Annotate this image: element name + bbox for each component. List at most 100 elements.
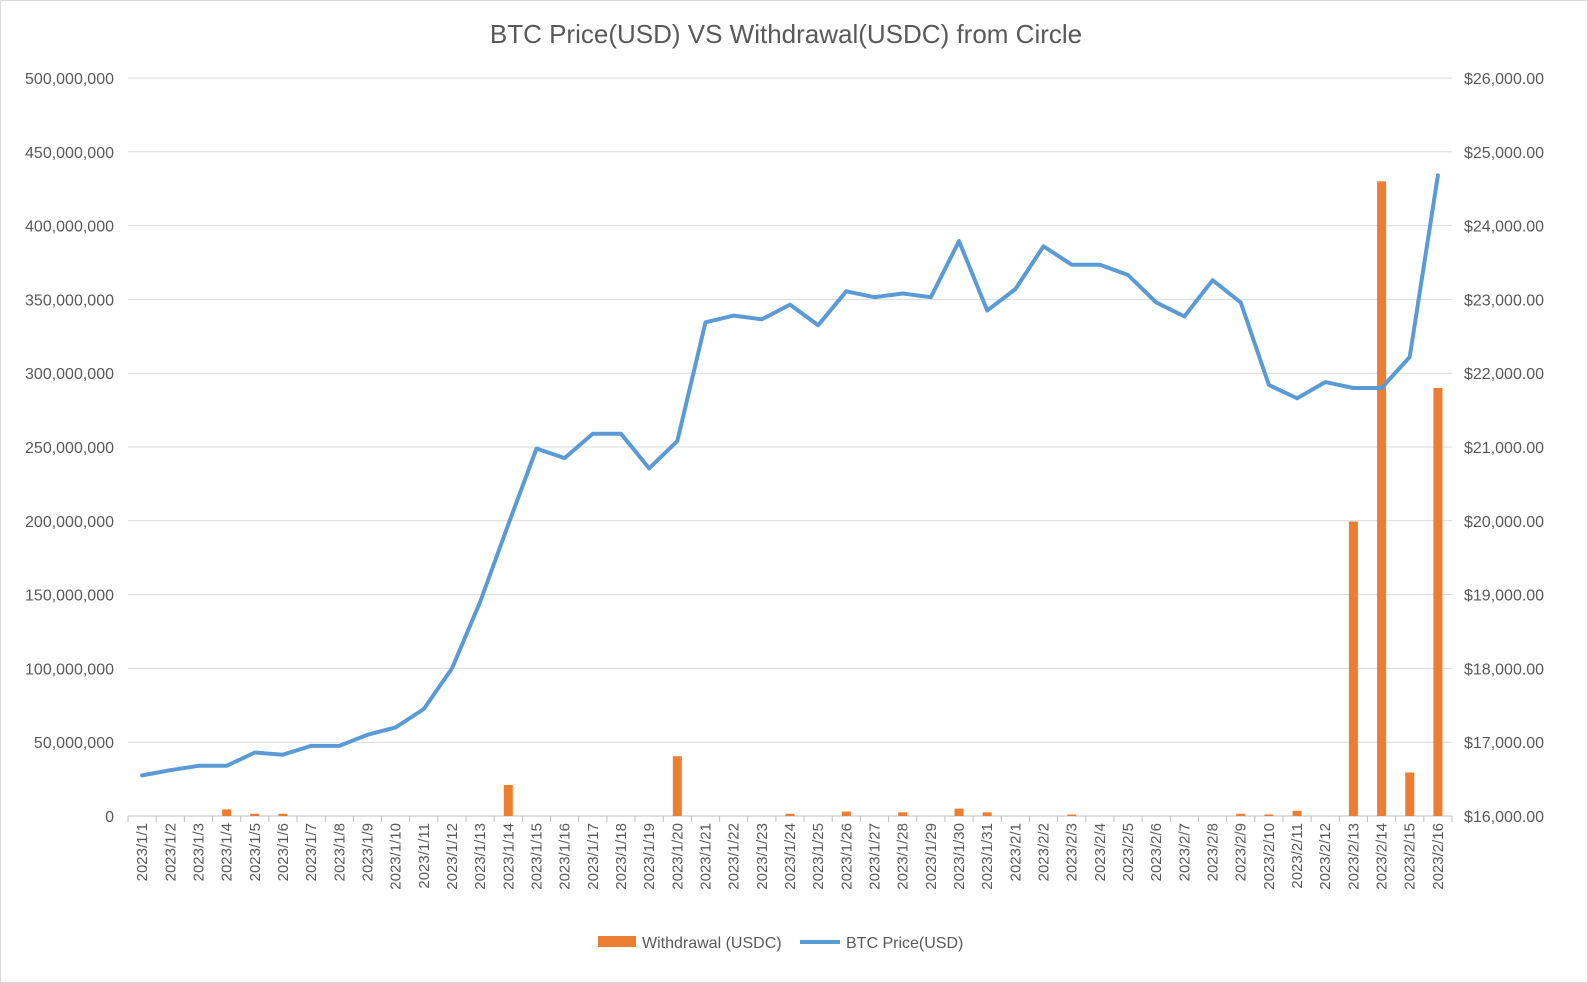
- withdrawal-bar: [898, 812, 908, 816]
- x-axis-category-label: 2023/1/11: [416, 823, 433, 889]
- withdrawal-bar: [672, 756, 682, 816]
- right-axis-tick-label: $20,000.00: [1464, 514, 1544, 531]
- x-axis-category-label: 2023/2/13: [1345, 823, 1362, 890]
- x-axis-category-labels: 2023/1/1 2023/1/2 2023/1/3 2023/1/4 2023/1/5…: [134, 823, 1447, 890]
- x-axis-category-label: 2023/1/27: [867, 823, 884, 890]
- x-axis-category-label: 2023/1/4: [219, 823, 236, 881]
- x-axis-category-label: 2023/1/16: [557, 823, 574, 890]
- withdrawal-bar: [1348, 521, 1358, 816]
- right-axis-tick-label: $21,000.00: [1464, 440, 1544, 457]
- x-axis-category-label: 2023/1/7: [303, 823, 320, 881]
- withdrawal-bar: [278, 813, 288, 816]
- x-axis-category-label: 2023/2/5: [1120, 823, 1137, 881]
- withdrawal-bar: [841, 811, 851, 816]
- x-axis-category-label: 2023/2/12: [1317, 823, 1334, 890]
- right-axis-tick-label: $23,000.00: [1464, 292, 1544, 309]
- legend-label-btc-price: BTC Price(USD): [846, 935, 963, 952]
- x-axis-category-label: 2023/1/2: [162, 823, 179, 881]
- withdrawal-bar: [503, 785, 513, 816]
- legend-swatch-withdrawal: [598, 936, 636, 947]
- x-axis-category-label: 2023/1/9: [359, 823, 376, 881]
- legend-label-withdrawal: Withdrawal (USDC): [642, 935, 782, 952]
- btc-price-line: [140, 173, 1440, 778]
- x-axis-category-label: 2023/2/3: [1064, 823, 1081, 881]
- x-axis-category-label: 2023/1/17: [585, 823, 602, 890]
- x-axis-category-label: 2023/1/18: [613, 823, 630, 890]
- withdrawal-bar: [785, 813, 795, 816]
- left-axis-tick-label: 500,000,000: [25, 71, 114, 88]
- btc-price-line-group: [140, 173, 1440, 778]
- left-axis-ticks: 0 50,000,000 100,000,000 150,000,000 200,000…: [25, 71, 114, 826]
- x-axis-category-label: 2023/1/30: [951, 823, 968, 890]
- right-axis-tick-label: $18,000.00: [1464, 661, 1544, 678]
- x-axis-category-label: 2023/1/25: [810, 823, 827, 890]
- x-axis-category-label: 2023/2/10: [1261, 823, 1278, 890]
- withdrawal-bar: [1292, 810, 1302, 816]
- withdrawal-bar: [250, 813, 260, 816]
- right-axis-tick-label: $19,000.00: [1464, 588, 1544, 605]
- x-axis-category-label: 2023/2/16: [1430, 823, 1447, 890]
- x-axis-category-label: 2023/1/10: [388, 823, 405, 890]
- x-axis-category-label: 2023/1/29: [923, 823, 940, 890]
- withdrawal-bar: [222, 809, 232, 816]
- right-axis-tick-label: $24,000.00: [1464, 219, 1544, 236]
- withdrawal-bar: [1236, 813, 1246, 816]
- withdrawal-bar: [954, 808, 964, 816]
- x-axis-category-label: 2023/1/3: [190, 823, 207, 881]
- x-axis-category-label: 2023/1/31: [979, 823, 996, 890]
- right-axis-ticks: $16,000.00 $17,000.00 $18,000.00 $19,000.00…: [1464, 71, 1544, 826]
- withdrawal-bars: [222, 181, 1443, 816]
- x-axis-category-label: 2023/2/8: [1205, 823, 1222, 881]
- withdrawal-bar: [1377, 181, 1387, 816]
- x-axis-category-label: 2023/1/1: [134, 823, 151, 881]
- x-axis-category-label: 2023/2/14: [1374, 823, 1391, 890]
- left-axis-tick-label: 100,000,000: [25, 661, 114, 678]
- legend: Withdrawal (USDC) BTC Price(USD): [598, 935, 963, 952]
- x-axis-category-label: 2023/1/20: [669, 823, 686, 890]
- left-axis-tick-label: 400,000,000: [25, 219, 114, 236]
- x-axis-category-label: 2023/1/14: [500, 823, 517, 890]
- left-axis-tick-label: 450,000,000: [25, 145, 114, 162]
- left-axis-tick-label: 0: [105, 809, 114, 826]
- x-axis-category-label: 2023/2/9: [1233, 823, 1250, 881]
- x-axis-category-label: 2023/2/4: [1092, 823, 1109, 881]
- x-axis-category-label: 2023/1/23: [754, 823, 771, 890]
- left-axis-tick-label: 200,000,000: [25, 514, 114, 531]
- x-axis-category-label: 2023/2/6: [1148, 823, 1165, 881]
- x-axis-category-label: 2023/1/22: [726, 823, 743, 890]
- x-axis-category-label: 2023/1/28: [895, 823, 912, 890]
- x-axis-category-label: 2023/1/21: [697, 823, 714, 890]
- x-axis-category-label: 2023/1/8: [331, 823, 348, 881]
- x-axis-category-label: 2023/2/15: [1402, 823, 1419, 890]
- left-axis-tick-label: 250,000,000: [25, 440, 114, 457]
- x-axis-category-label: 2023/1/24: [782, 823, 799, 890]
- withdrawal-bar: [1433, 387, 1443, 816]
- left-axis-tick-label: 350,000,000: [25, 292, 114, 309]
- right-axis-tick-label: $22,000.00: [1464, 366, 1544, 383]
- right-axis-tick-label: $25,000.00: [1464, 145, 1544, 162]
- x-axis-category-label: 2023/2/1: [1007, 823, 1024, 881]
- x-axis-category-label: 2023/2/7: [1176, 823, 1193, 881]
- withdrawal-bar: [1067, 814, 1077, 816]
- left-axis-tick-label: 300,000,000: [25, 366, 114, 383]
- left-axis-tick-label: 150,000,000: [25, 588, 114, 605]
- x-axis-category-label: 2023/2/11: [1289, 823, 1306, 889]
- x-axis-tick-marks: [127, 816, 1453, 822]
- x-axis-category-label: 2023/1/12: [444, 823, 461, 890]
- x-axis-category-label: 2023/2/2: [1036, 823, 1053, 881]
- chart-title: BTC Price(USD) VS Withdrawal(USDC) from …: [490, 19, 1082, 49]
- left-axis-tick-label: 50,000,000: [34, 735, 114, 752]
- right-axis-tick-label: $16,000.00: [1464, 809, 1544, 826]
- x-axis-category-label: 2023/1/5: [247, 823, 264, 881]
- grid-lines: [128, 77, 1452, 817]
- withdrawal-bar: [1405, 772, 1415, 816]
- x-axis-category-label: 2023/1/13: [472, 823, 489, 890]
- right-axis-tick-label: $26,000.00: [1464, 71, 1544, 88]
- withdrawal-bar: [1264, 814, 1274, 816]
- x-axis-category-label: 2023/1/26: [838, 823, 855, 890]
- withdrawal-bar: [982, 812, 992, 816]
- right-axis-tick-label: $17,000.00: [1464, 735, 1544, 752]
- x-axis-category-label: 2023/1/15: [528, 823, 545, 890]
